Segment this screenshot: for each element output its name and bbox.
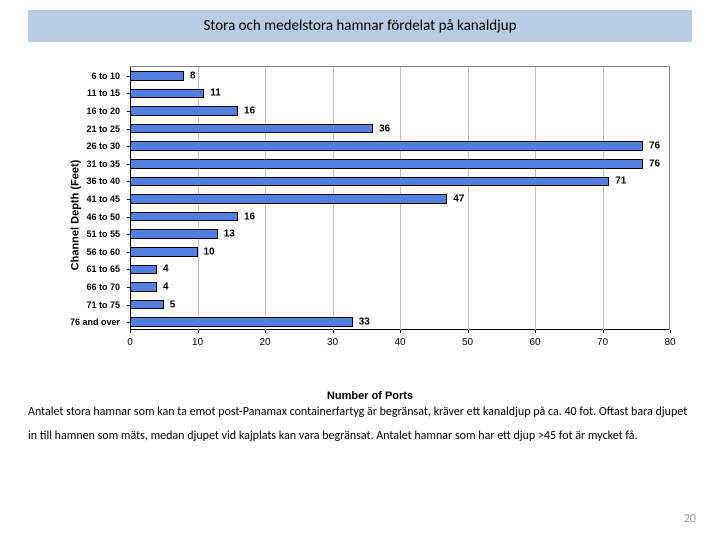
y-tick (127, 93, 130, 94)
y-tick (127, 269, 130, 270)
bar-value-label: 71 (615, 176, 626, 187)
gridline (468, 67, 469, 330)
y-tick-label: 11 to 15 (87, 88, 120, 98)
y-tick-label: 16 to 20 (86, 106, 120, 116)
x-tick-label: 60 (529, 337, 540, 348)
x-tick (198, 330, 199, 333)
y-tick-label: 71 to 75 (86, 300, 120, 310)
bar-value-label: 4 (163, 282, 169, 293)
gridline (603, 67, 604, 330)
bar (130, 106, 238, 116)
bar (130, 300, 164, 310)
slide-title-band: Stora och medelstora hamnar fördelat på … (28, 10, 692, 42)
bar (130, 247, 198, 257)
bar-value-label: 5 (170, 299, 176, 310)
y-tick (127, 111, 130, 112)
y-tick (127, 181, 130, 182)
bar-value-label: 36 (379, 123, 390, 134)
bar (130, 124, 373, 134)
bar (130, 89, 204, 99)
x-tick-label: 70 (597, 337, 608, 348)
x-tick (670, 330, 671, 333)
y-tick-label: 66 to 70 (86, 282, 120, 292)
bar (130, 229, 218, 239)
bar-value-label: 10 (204, 246, 215, 257)
chart-container: Channel Depth (Feet) 0 10 20 30 40 50 60 70 80 8 6… (60, 60, 680, 370)
bar-value-label: 8 (190, 70, 196, 81)
bar-value-label: 11 (210, 88, 221, 99)
x-tick-label: 0 (127, 337, 133, 348)
y-tick (127, 164, 130, 165)
bar-value-label: 13 (224, 229, 235, 240)
bar-value-label: 76 (649, 141, 660, 152)
y-tick (127, 76, 130, 77)
bar (130, 159, 643, 169)
y-tick-label: 56 to 60 (86, 247, 120, 257)
bar (130, 265, 157, 275)
x-tick-label: 40 (394, 337, 405, 348)
y-tick-label: 61 to 65 (86, 264, 120, 274)
bar (130, 71, 184, 81)
body-text: Antalet stora hamnar som kan ta emot pos… (28, 400, 692, 448)
y-tick (127, 234, 130, 235)
gridline (535, 67, 536, 330)
y-tick (127, 217, 130, 218)
y-tick (127, 146, 130, 147)
slide-title: Stora och medelstora hamnar fördelat på … (203, 17, 516, 35)
y-tick (127, 305, 130, 306)
y-tick-label: 21 to 25 (86, 124, 120, 134)
y-tick-label: 46 to 50 (86, 212, 120, 222)
x-tick-label: 30 (327, 337, 338, 348)
y-tick-label: 31 to 35 (86, 159, 120, 169)
y-tick-label: 41 to 45 (86, 194, 120, 204)
y-tick (127, 322, 130, 323)
y-tick (127, 252, 130, 253)
page-number: 20 (684, 512, 696, 526)
y-tick (127, 199, 130, 200)
bar (130, 194, 447, 204)
x-tick-label: 20 (259, 337, 270, 348)
x-tick (603, 330, 604, 333)
bar (130, 282, 157, 292)
x-tick-label: 50 (462, 337, 473, 348)
y-axis-title: Channel Depth (Feet) (69, 160, 81, 271)
bar-value-label: 16 (244, 211, 255, 222)
chart-plot-area: 0102030405060708086 to 101111 to 151616 … (130, 66, 670, 330)
x-tick-label: 80 (664, 337, 675, 348)
bar-value-label: 33 (359, 317, 370, 328)
bar (130, 141, 643, 151)
y-tick (127, 129, 130, 130)
bar-value-label: 47 (453, 194, 464, 205)
x-tick (535, 330, 536, 333)
y-tick-label: 26 to 30 (86, 141, 120, 151)
y-tick-label: 36 to 40 (86, 176, 120, 186)
x-tick (400, 330, 401, 333)
bar (130, 177, 609, 187)
bar-value-label: 76 (649, 158, 660, 169)
bar-value-label: 16 (244, 106, 255, 117)
x-tick-label: 10 (192, 337, 203, 348)
x-tick (468, 330, 469, 333)
y-tick-label: 6 to 10 (91, 71, 120, 81)
y-tick-label: 76 and over (70, 317, 120, 327)
bar (130, 317, 353, 327)
bar-value-label: 4 (163, 264, 169, 275)
y-tick (127, 287, 130, 288)
x-tick (333, 330, 334, 333)
x-tick (130, 330, 131, 333)
x-tick (265, 330, 266, 333)
bar (130, 212, 238, 222)
y-tick-label: 51 to 55 (86, 229, 120, 239)
